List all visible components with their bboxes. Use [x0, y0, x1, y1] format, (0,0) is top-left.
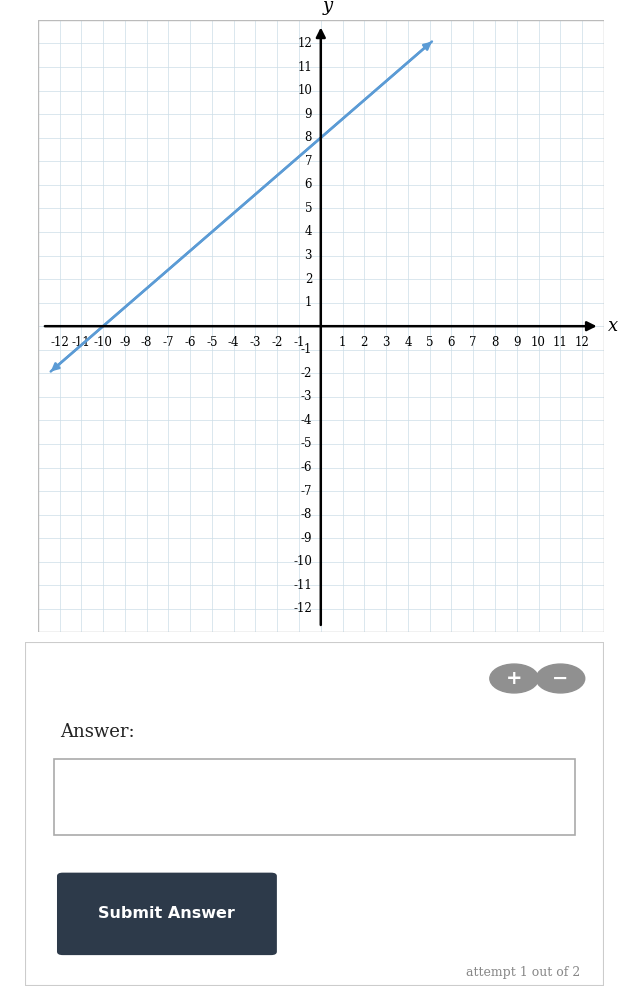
Text: 5: 5: [304, 202, 312, 215]
Text: 10: 10: [298, 84, 312, 97]
Text: y: y: [322, 0, 332, 15]
Text: 3: 3: [304, 249, 312, 262]
Text: -2: -2: [301, 367, 312, 379]
Text: 2: 2: [304, 273, 312, 286]
Text: -3: -3: [250, 336, 261, 349]
Text: x: x: [608, 317, 618, 336]
FancyBboxPatch shape: [54, 759, 575, 835]
Text: 6: 6: [304, 178, 312, 191]
Text: -2: -2: [272, 336, 283, 349]
Text: 6: 6: [448, 336, 455, 349]
Text: 8: 8: [304, 131, 312, 144]
Text: 5: 5: [426, 336, 433, 349]
Text: -11: -11: [293, 579, 312, 592]
Text: -4: -4: [301, 414, 312, 427]
Text: -6: -6: [301, 461, 312, 474]
Circle shape: [536, 664, 585, 693]
Text: -9: -9: [119, 336, 131, 349]
Text: 4: 4: [304, 225, 312, 238]
Text: -12: -12: [293, 603, 312, 616]
Text: -1: -1: [301, 344, 312, 357]
Text: 7: 7: [469, 336, 477, 349]
Text: -5: -5: [301, 437, 312, 450]
Text: 10: 10: [531, 336, 546, 349]
Text: -8: -8: [301, 508, 312, 521]
Text: -10: -10: [293, 556, 312, 569]
Text: -11: -11: [72, 336, 91, 349]
FancyBboxPatch shape: [57, 872, 277, 955]
Text: 12: 12: [298, 37, 312, 50]
Text: attempt 1 out of 2: attempt 1 out of 2: [467, 966, 581, 979]
Text: -10: -10: [94, 336, 113, 349]
Text: 1: 1: [339, 336, 346, 349]
Text: 1: 1: [304, 296, 312, 309]
Text: -8: -8: [141, 336, 152, 349]
Text: 11: 11: [298, 61, 312, 74]
Text: −: −: [552, 669, 569, 688]
Text: -7: -7: [163, 336, 174, 349]
Text: -9: -9: [301, 532, 312, 545]
Text: Answer:: Answer:: [60, 723, 135, 741]
Text: 2: 2: [360, 336, 368, 349]
Text: 7: 7: [304, 154, 312, 167]
Text: 8: 8: [491, 336, 499, 349]
Text: -1: -1: [293, 336, 304, 349]
Text: -12: -12: [50, 336, 69, 349]
Text: 9: 9: [513, 336, 521, 349]
Text: 12: 12: [575, 336, 589, 349]
Text: -6: -6: [184, 336, 196, 349]
Text: 11: 11: [553, 336, 567, 349]
Circle shape: [490, 664, 538, 693]
Text: 4: 4: [404, 336, 411, 349]
Text: -3: -3: [301, 390, 312, 403]
Text: +: +: [506, 669, 523, 688]
Text: -5: -5: [206, 336, 218, 349]
Text: Submit Answer: Submit Answer: [99, 906, 235, 921]
Text: -7: -7: [301, 485, 312, 498]
Text: 9: 9: [304, 108, 312, 121]
Text: 3: 3: [382, 336, 390, 349]
Text: -4: -4: [228, 336, 240, 349]
